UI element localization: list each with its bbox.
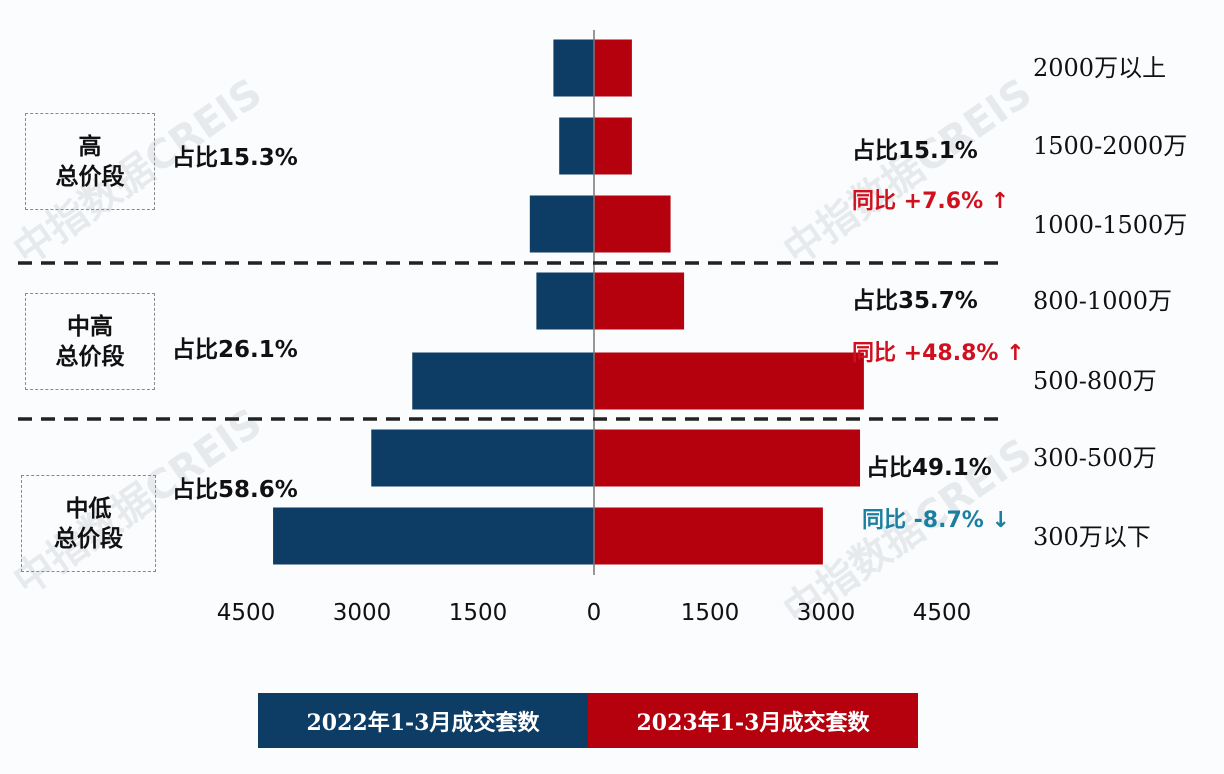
x-tick-label: 3000 <box>333 600 392 626</box>
bar-2023-4 <box>594 352 864 410</box>
bar-2023-1 <box>594 117 632 175</box>
category-label: 800-1000万 <box>1033 287 1172 315</box>
category-label: 1500-2000万 <box>1033 132 1187 160</box>
legend: 2022年1-3月成交套数 2023年1-3月成交套数 <box>258 693 918 748</box>
bar-2022-4 <box>412 352 594 410</box>
share-2022-label: 占比26.1% <box>172 337 298 363</box>
category-label: 1000-1500万 <box>1033 211 1187 239</box>
segment-label-line: 中高 <box>67 313 113 340</box>
segment-label-mid-low: 中低 总价段 <box>21 475 156 572</box>
yoy-change-label: 同比 +48.8% ↑ <box>852 341 1025 366</box>
bar-2023-5 <box>594 429 861 487</box>
yoy-change-label: 同比 -8.7% ↓ <box>862 508 1010 533</box>
bar-2023-6 <box>594 507 823 565</box>
x-tick-label: 3000 <box>797 600 856 626</box>
bar-2023-0 <box>594 39 632 97</box>
category-label: 2000万以上 <box>1033 54 1166 82</box>
segment-label-line: 总价段 <box>55 343 125 370</box>
segment-label-line: 总价段 <box>55 163 125 190</box>
bar-2022-3 <box>536 272 594 330</box>
category-label: 300-500万 <box>1033 444 1157 472</box>
share-2022-label: 占比15.3% <box>172 145 298 171</box>
x-tick-label: 4500 <box>913 600 972 626</box>
x-tick-label: 1500 <box>449 600 508 626</box>
segment-label-mid-high: 中高 总价段 <box>25 293 155 390</box>
category-label: 500-800万 <box>1033 367 1157 395</box>
x-tick-label: 1500 <box>681 600 740 626</box>
legend-item-2022: 2022年1-3月成交套数 <box>258 693 588 748</box>
bar-2022-2 <box>529 195 594 253</box>
bar-2022-6 <box>273 507 594 565</box>
share-2022-label: 占比58.6% <box>172 477 298 503</box>
legend-item-2023: 2023年1-3月成交套数 <box>588 693 918 748</box>
segment-label-line: 中低 <box>65 495 112 522</box>
segment-label-high: 高总价段 <box>25 113 155 210</box>
category-label: 300万以下 <box>1033 523 1151 551</box>
x-tick-label: 4500 <box>217 600 276 626</box>
x-tick-label: 0 <box>587 600 602 626</box>
segment-label-line: 高 <box>78 133 102 160</box>
bar-2023-3 <box>594 272 685 330</box>
share-2023-label: 占比49.1% <box>866 455 992 481</box>
bar-2022-0 <box>553 39 594 97</box>
bar-2023-2 <box>594 195 671 253</box>
yoy-change-label: 同比 +7.6% ↑ <box>852 189 1009 214</box>
share-2023-label: 占比15.1% <box>852 138 978 164</box>
bar-2022-5 <box>371 429 594 487</box>
bar-2022-1 <box>559 117 594 175</box>
share-2023-label: 占比35.7% <box>852 288 978 314</box>
segment-label-line: 总价段 <box>54 525 123 552</box>
